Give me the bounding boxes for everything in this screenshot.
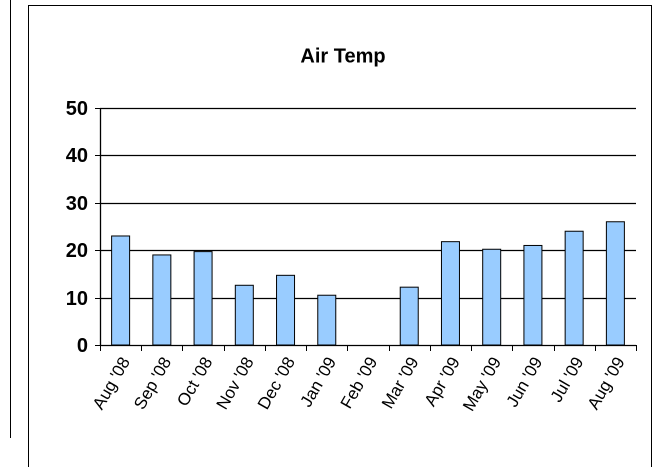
bar — [564, 230, 584, 346]
bar — [234, 284, 254, 346]
bar — [482, 248, 502, 346]
bar — [399, 286, 419, 346]
bar — [440, 241, 460, 346]
bar — [523, 244, 543, 346]
bar — [605, 221, 625, 346]
bar — [317, 294, 337, 346]
chart-border — [28, 5, 652, 467]
y-tick-label: 20 — [66, 240, 88, 262]
bar — [276, 274, 296, 346]
y-tick-label: 30 — [66, 193, 88, 215]
y-tick-label: 0 — [77, 335, 88, 357]
y-tick-label: 40 — [66, 145, 88, 167]
chart-title: Air Temp — [300, 45, 385, 67]
bar — [152, 254, 172, 346]
bar — [111, 235, 131, 346]
bar — [193, 251, 213, 346]
y-tick-label: 50 — [66, 98, 88, 120]
y-tick-label: 10 — [66, 288, 88, 310]
